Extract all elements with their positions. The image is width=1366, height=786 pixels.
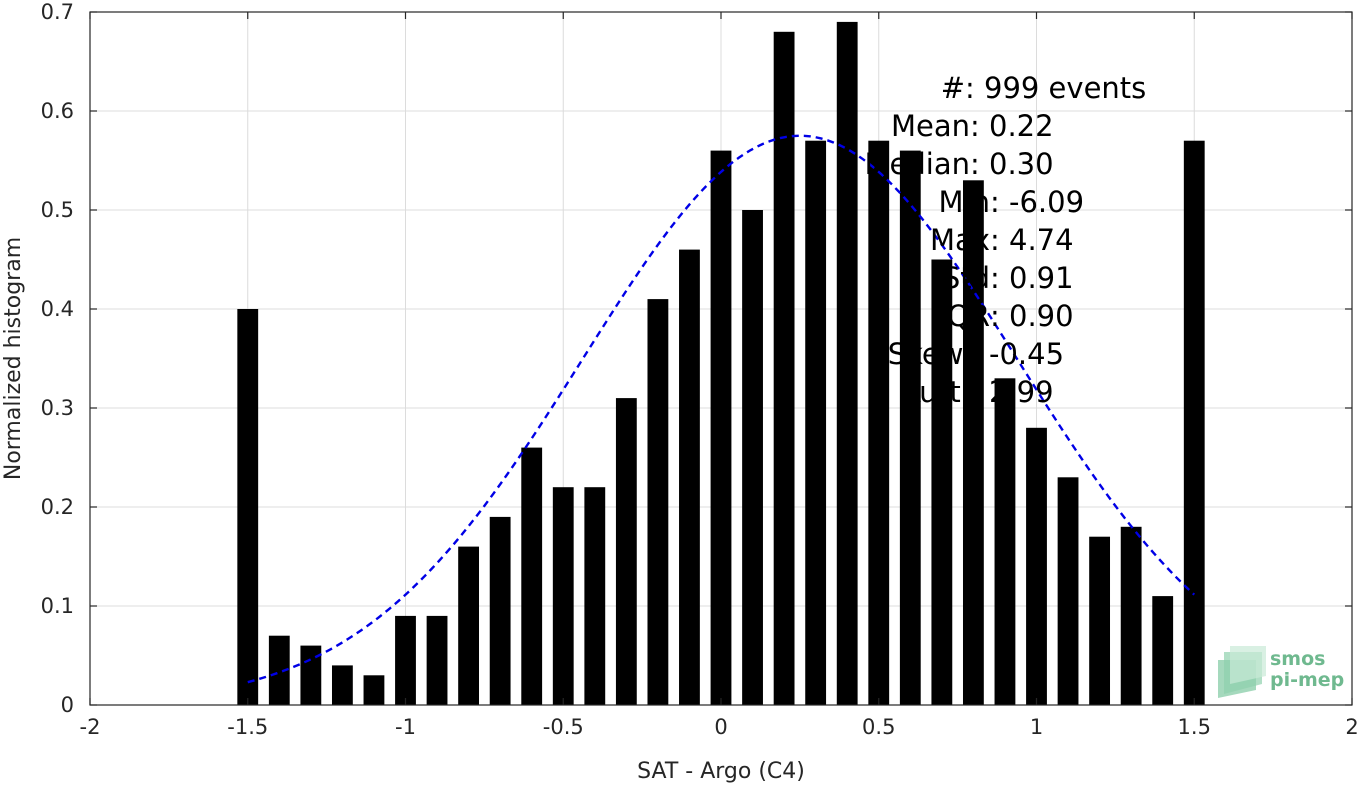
x-tick-label: 0 [714,715,727,739]
stat-label: Mean [891,109,970,143]
stat-value: : 0.22 [970,109,1054,143]
x-tick-label: -1 [395,715,416,739]
histogram-bar [836,21,858,705]
histogram-bar [1057,477,1079,705]
histogram-bar [331,665,353,705]
stat-value: : 0.30 [970,147,1054,181]
stat-value: : 0.90 [990,299,1074,333]
x-tick-label: 2 [1345,715,1358,739]
histogram-bar [521,447,543,705]
y-tick-label: 0.5 [41,198,74,222]
histogram-bar [489,516,511,705]
stat-label: IQR [938,299,990,333]
histogram-bar [773,31,795,706]
stat-label: Min [939,185,990,219]
smos-pi-mep-logo: smos pi-mep [1218,646,1344,698]
histogram-bar [742,210,763,705]
stat-value: : 999 events [965,71,1146,105]
stat-label: # [941,71,965,105]
x-tick-label: 0.5 [862,715,895,739]
x-axis-label: SAT - Argo (C4) [637,759,805,784]
x-axis-ticks: -2 -1.5 -1 -0.5 0 0.5 1 1.5 2 [80,12,1359,739]
stat-value: : -6.09 [990,185,1084,219]
histogram-bar [994,378,1016,705]
stat-value: : 0.91 [990,261,1074,295]
x-tick-label: -2 [80,715,101,739]
histogram-bar [710,150,732,706]
x-tick-label: 1.5 [1178,715,1211,739]
y-tick-label: 0.4 [41,297,74,321]
y-axis-label: Normalized histogram [1,237,26,480]
histogram-bar [552,487,574,705]
stat-label: Skew. [888,337,970,371]
y-tick-label: 0.3 [41,396,74,420]
histogram-bar [1089,536,1111,705]
histogram-bar [268,635,290,705]
x-tick-label: -0.5 [543,715,584,739]
y-tick-label: 0.1 [41,594,74,618]
stat-label: Kurt. [902,375,970,409]
histogram-bar [1183,140,1205,705]
logo-text-line1: smos [1270,648,1325,670]
histogram-bar [363,675,385,705]
histogram-bar [805,140,827,705]
histogram-bar [1152,596,1174,705]
histogram-bar [237,309,259,705]
y-tick-label: 0 [61,693,74,717]
histogram-bar [395,615,416,705]
histogram-bar [1120,526,1142,705]
stat-value: : 4.74 [990,223,1074,257]
y-tick-label: 0.7 [41,0,74,24]
histogram-bar [899,150,921,706]
histogram-bar [868,140,890,705]
histogram-bar [458,546,480,705]
logo-text-line2: pi-mep [1270,669,1344,691]
histogram-bar [679,249,700,705]
normal-fit-curve [247,134,1196,684]
x-tick-label: 1 [1030,715,1043,739]
histogram-bar [1026,427,1047,705]
histogram-bars [237,21,1205,706]
y-axis-ticks: 0 0.1 0.2 0.3 0.4 0.5 0.6 0.7 [41,0,1352,717]
stat-label: Max [930,223,990,257]
stat-value: : -0.45 [970,337,1064,371]
y-tick-label: 0.2 [41,495,74,519]
histogram-bar [584,487,606,705]
y-tick-label: 0.6 [41,99,74,123]
x-tick-label: -1.5 [227,715,268,739]
stat-label: Median [865,147,970,181]
logo-icon [1218,646,1266,698]
histogram-bar [931,259,953,705]
histogram-bar [647,299,669,705]
histogram-bar [962,180,984,706]
histogram-bar [426,615,448,705]
stat-value: : 2.99 [970,375,1054,409]
histogram-bar [615,398,637,705]
stat-label: Std [942,261,990,295]
